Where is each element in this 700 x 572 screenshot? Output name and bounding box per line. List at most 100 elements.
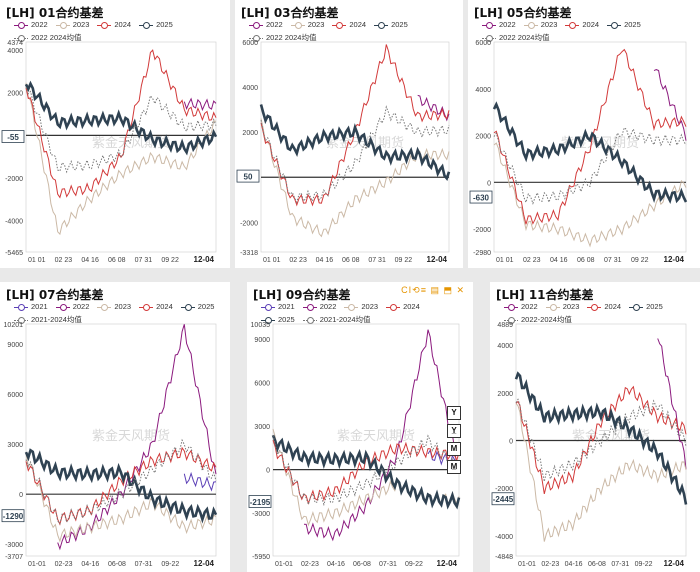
x-tick-label: 04 16 xyxy=(316,257,334,264)
legend-item[interactable]: 2025 xyxy=(139,18,173,31)
legend-label: 2025 xyxy=(624,20,641,29)
period-button[interactable]: M xyxy=(447,442,461,456)
legend-item[interactable]: 2022-2024均值 xyxy=(504,313,572,326)
x-tick-label: 02 23 xyxy=(55,257,73,264)
legend-item[interactable]: 2023 xyxy=(523,18,558,31)
legend-item[interactable]: 2021-2024均值 xyxy=(302,313,371,326)
x-tick-label: 09-22 xyxy=(405,561,423,568)
legend-item[interactable]: 2022 xyxy=(55,300,89,313)
legend-label: 2022-2024均值 xyxy=(521,315,572,324)
x-tick-label: 07 31 xyxy=(604,257,622,264)
legend-label: 2023 xyxy=(72,20,90,29)
legend-marker-icon xyxy=(55,303,70,311)
legend-item[interactable]: 2022 xyxy=(14,18,48,31)
legend-label: 2023 xyxy=(307,20,325,29)
series-line-2021-2024均值 xyxy=(272,434,460,507)
series-line-2022 xyxy=(183,97,217,112)
legend-item[interactable]: 2021 xyxy=(261,300,295,313)
y-tick-label: 6000 xyxy=(475,40,491,47)
legend-item[interactable]: 2024 xyxy=(332,18,366,31)
chart-legend[interactable]: 2021 2022 2023 2024 2025 2021-2024均值 xyxy=(261,300,469,326)
x-tick-label: 07 31 xyxy=(135,257,153,264)
legend-item[interactable]: 2025 xyxy=(629,300,663,313)
legend-item[interactable]: 2022 xyxy=(249,18,283,31)
y-tick-label: 4000 xyxy=(475,87,491,94)
y-tick-label: -2000 xyxy=(240,220,258,227)
legend-item[interactable]: 2024 xyxy=(97,18,131,31)
legend-label: 2021 xyxy=(278,302,295,311)
y-tick-label: 2000 xyxy=(242,130,258,137)
series-line-2025 xyxy=(514,371,688,505)
y-tick-label: 4000 xyxy=(497,343,513,350)
y-tick-label: 2000 xyxy=(497,391,513,398)
legend-item[interactable]: 2025 xyxy=(607,18,641,31)
series-line-2025 xyxy=(24,80,218,156)
period-button[interactable]: Y xyxy=(447,406,461,420)
legend-item[interactable]: 2023 xyxy=(55,18,90,31)
legend-item[interactable]: 2024 xyxy=(565,18,599,31)
watermark-text: 紫金天风期货 xyxy=(337,428,415,444)
chart-title: [LH] 05合约基差 xyxy=(474,6,572,20)
chart-title: [LH] 01合约基差 xyxy=(6,6,104,20)
legend-item[interactable]: 2022 xyxy=(482,18,516,31)
y-tick-label: 3000 xyxy=(254,424,270,431)
legend-item[interactable]: 2025 xyxy=(261,313,295,326)
legend-item[interactable]: 2024 xyxy=(139,300,173,313)
chart-legend[interactable]: 2021 2022 2023 2024 2025 2021-2024均值 xyxy=(14,300,226,326)
x-tick-label: 02-23 xyxy=(55,561,73,568)
x-tick-label: 07 31 xyxy=(368,257,386,264)
y-tick-label: -2980 xyxy=(473,250,491,257)
legend-item[interactable]: 2023 xyxy=(290,18,325,31)
legend-item[interactable]: 2022 xyxy=(302,300,336,313)
legend-item[interactable]: 2024 xyxy=(386,300,420,313)
legend-item[interactable]: 2025 xyxy=(180,300,214,313)
legend-label: 2021-2024均值 xyxy=(31,315,82,324)
period-button[interactable]: M̲ xyxy=(447,460,461,474)
legend-marker-icon xyxy=(302,316,317,324)
period-button[interactable]: Y̲ xyxy=(447,424,461,438)
legend-item[interactable]: 2022 2024均值 xyxy=(14,31,81,44)
legend-item[interactable]: 2023 xyxy=(344,300,378,313)
legend-label: 2025 xyxy=(391,20,408,29)
chart-toolbar[interactable]: CI⟲≡ ▤ ⬒ ✕ xyxy=(401,285,465,295)
y-tick-label: 4889 xyxy=(497,322,513,329)
legend-item[interactable]: 2023 xyxy=(545,300,580,313)
x-end-label: 12-04 xyxy=(427,255,448,264)
legend-marker-icon xyxy=(523,21,538,29)
chart-legend[interactable]: 2022 2023 2024 2025 2022 2024均值 xyxy=(482,18,696,44)
svg-text:-630: -630 xyxy=(473,194,490,203)
chart-panel-05: [LH] 05合约基差 2022 2023 2024 20252022 2024均值 紫金… xyxy=(468,0,700,268)
legend-item[interactable]: 2023 xyxy=(97,300,131,313)
chart-panel-01: [LH] 01合约基差 2022 2023 2024 2025 2022 2024均值 紫金… xyxy=(0,0,230,268)
chart-legend[interactable]: 2022 2023 2024 2025 2022-2024均值 xyxy=(504,300,696,326)
legend-item[interactable]: 2021-2024均值 xyxy=(14,313,82,326)
x-tick-label: 01-01 xyxy=(275,561,293,568)
legend-label: 2023 xyxy=(562,302,580,311)
legend-item[interactable]: 2024 xyxy=(587,300,621,313)
chart-legend[interactable]: 2022 2023 2024 2025 2022 2024均值 xyxy=(14,18,226,44)
legend-marker-icon xyxy=(139,21,154,29)
y-tick-label: 10035 xyxy=(251,322,271,329)
y-tick-label: 2000 xyxy=(475,134,491,141)
chart-legend[interactable]: 2022 2023 2024 2025 2022 2024均值 xyxy=(249,18,459,44)
legend-item[interactable]: 2021 xyxy=(14,300,48,313)
legend-marker-icon xyxy=(261,303,275,311)
y-tick-label: 10201 xyxy=(4,322,24,329)
y-tick-label: 2000 xyxy=(7,91,23,98)
legend-item[interactable]: 2022 2024均值 xyxy=(249,31,316,44)
legend-item[interactable]: 2025 xyxy=(374,18,408,31)
series-line-2022 xyxy=(417,94,450,122)
y-tick-label: -5950 xyxy=(252,554,270,561)
legend-item[interactable]: 2022 xyxy=(504,300,538,313)
legend-marker-icon xyxy=(302,303,317,311)
y-tick-label: 6000 xyxy=(7,392,23,399)
chart-plot: 紫金天风期货 10035 9000 6000 3000 0 -3000 -5950 01-01 0… xyxy=(248,322,461,568)
series-line-2025 xyxy=(492,101,688,204)
legend-item[interactable]: 2022 2024均值 xyxy=(482,31,549,44)
plot-frame xyxy=(272,323,460,557)
legend-label: 2024 xyxy=(582,20,600,29)
legend-label: 2022 2024均值 xyxy=(266,33,317,42)
x-tick-label: 07-31 xyxy=(611,561,629,568)
legend-label: 2023 xyxy=(540,20,558,29)
